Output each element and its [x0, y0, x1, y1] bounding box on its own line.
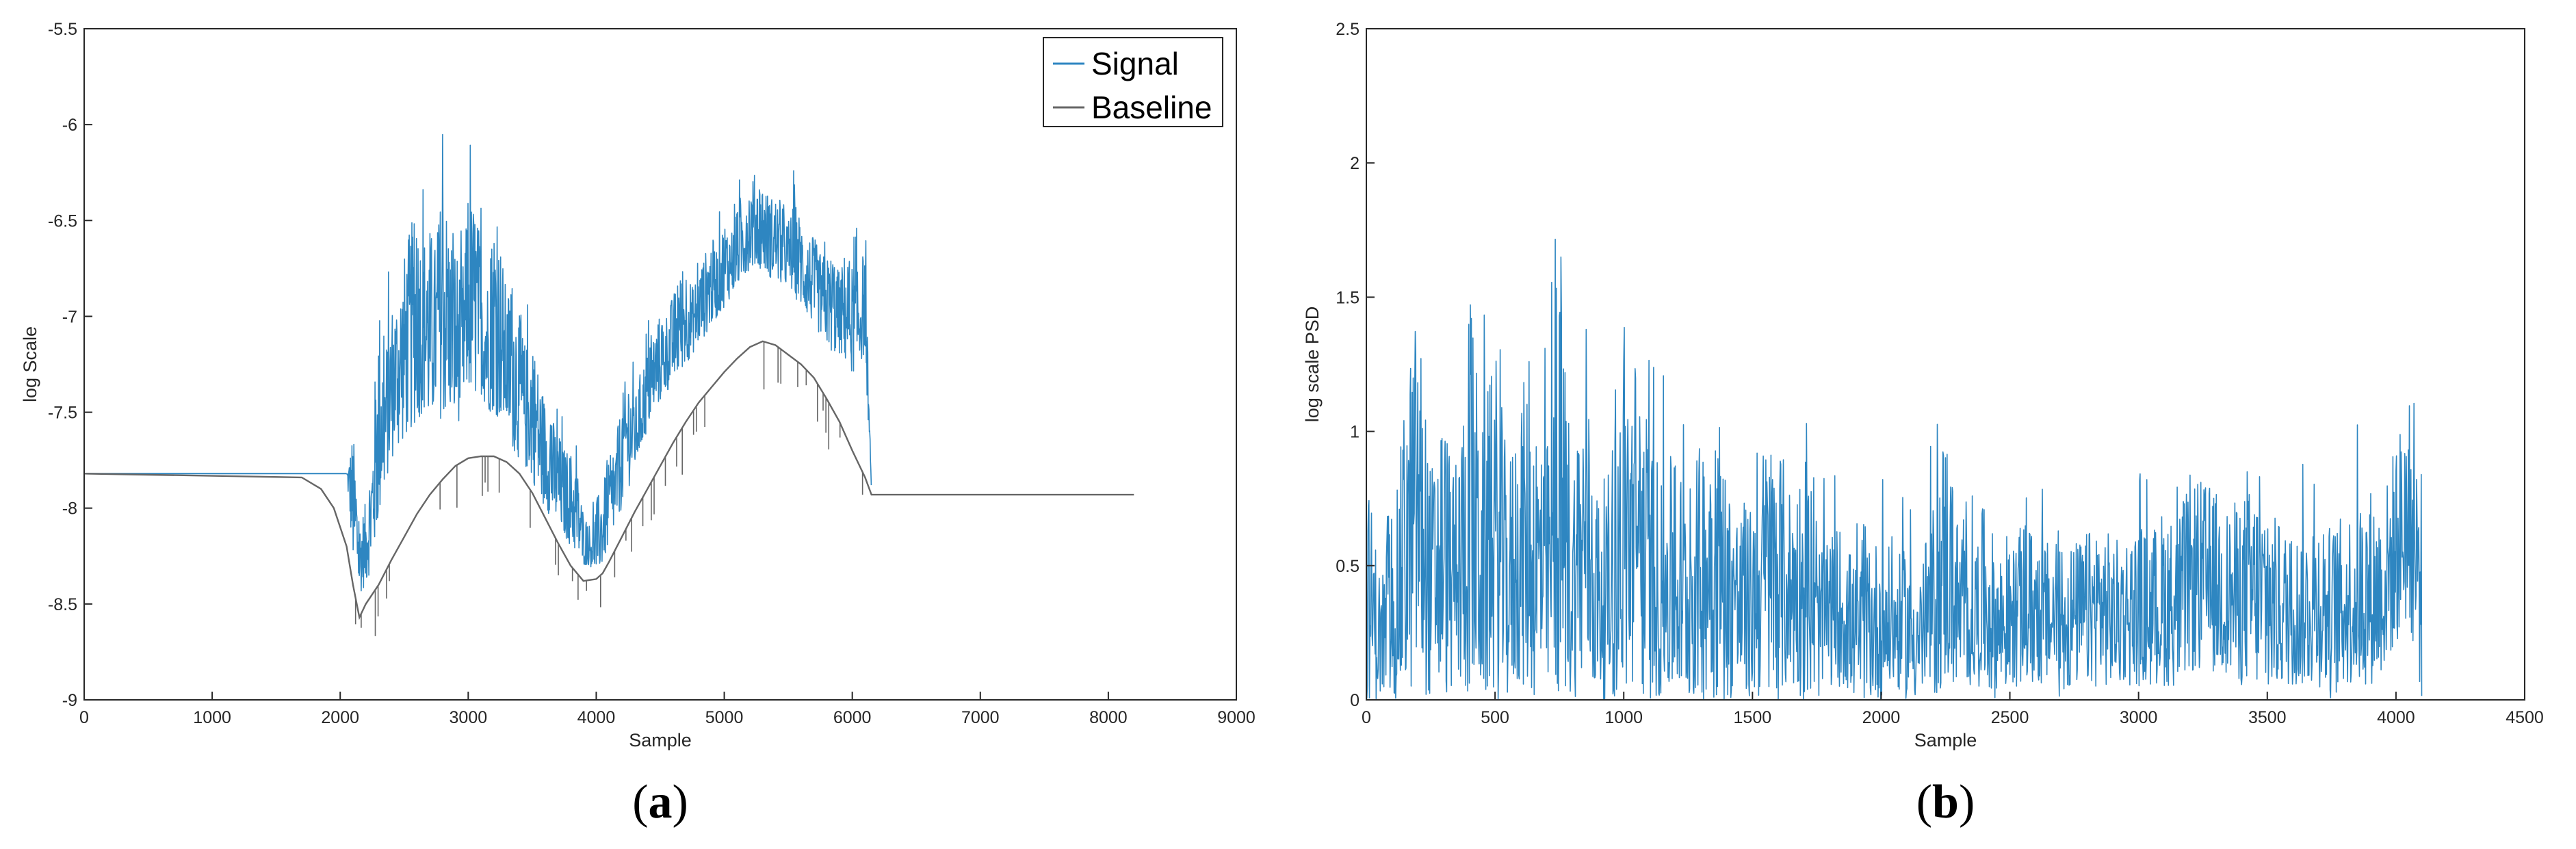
b-x-tick-label: 0 — [1362, 708, 1371, 727]
b-x-ticks: 0 500 1000 1500 2000 2500 3000 3500 4000 4500 — [1362, 692, 2544, 727]
a-y-tick-label: -7.5 — [48, 404, 77, 423]
a-legend: Signal Baseline — [1043, 37, 1223, 127]
a-x-tick-label: 8000 — [1089, 708, 1128, 727]
b-y-tick-label: 1.5 — [1336, 288, 1359, 307]
b-caption-open: ( — [1916, 776, 1932, 828]
a-x-tick-label: 9000 — [1217, 708, 1256, 727]
a-baseline-series — [83, 340, 1134, 636]
b-x-tick-label: 1000 — [1604, 708, 1643, 727]
b-plot-frame — [1366, 28, 2525, 701]
a-y-tick-label: -8.5 — [48, 595, 77, 614]
a-y-tick-label: -9 — [62, 691, 77, 710]
b-x-tick-label: 3500 — [2248, 708, 2287, 727]
b-x-tick-label: 2000 — [1862, 708, 1901, 727]
b-x-tick-label: 500 — [1481, 708, 1509, 727]
b-x-axis-label: Sample — [1914, 730, 1977, 750]
a-x-tick-label: 6000 — [833, 708, 872, 727]
a-plot-frame — [83, 28, 1237, 701]
b-y-tick-label: 0.5 — [1336, 557, 1359, 576]
a-x-tick-label: 1000 — [193, 708, 231, 727]
a-y-tick-label: -5.5 — [48, 20, 77, 39]
b-psd-series — [1366, 238, 2423, 701]
a-legend-label-signal: Signal — [1091, 46, 1179, 81]
a-x-axis-label: Sample — [629, 730, 692, 750]
b-y-ticks: 2.5 2 1.5 1 0.5 0 — [1336, 20, 1375, 710]
a-signal-line — [346, 133, 872, 592]
a-x-tick-label: 0 — [79, 708, 89, 727]
a-x-tick-label: 2000 — [321, 708, 359, 727]
a-y-axis-label: log Scale — [20, 326, 40, 402]
a-caption-close: ) — [673, 776, 688, 828]
b-caption-letter: b — [1932, 776, 1959, 828]
a-x-ticks: 0 1000 2000 3000 4000 5000 6000 7000 8000 9000 — [79, 692, 1256, 727]
b-x-tick-label: 4500 — [2506, 708, 2544, 727]
a-y-tick-label: -7 — [62, 307, 77, 326]
b-x-tick-label: 2500 — [1991, 708, 2029, 727]
a-y-tick-label: -6 — [62, 116, 77, 135]
a-x-tick-label: 5000 — [705, 708, 744, 727]
a-y-tick-label: -8 — [62, 499, 77, 519]
a-caption-open: ( — [632, 776, 648, 828]
b-y-tick-label: 0 — [1350, 691, 1359, 710]
a-baseline-line — [83, 340, 1134, 621]
a-y-tick-label: -6.5 — [48, 211, 77, 231]
a-x-tick-label: 3000 — [450, 708, 488, 727]
b-x-tick-label: 1500 — [1734, 708, 1772, 727]
a-y-ticks: -5.5 -6 -6.5 -7 -7.5 -8 -8.5 -9 — [48, 20, 92, 710]
a-caption: (a) — [632, 776, 688, 828]
b-y-tick-label: 2.5 — [1336, 20, 1359, 39]
panel-a: 0 1000 2000 3000 4000 5000 6000 7000 8000 9000 -5… — [20, 20, 1256, 828]
a-caption-letter: a — [649, 776, 673, 828]
panel-b: 0 500 1000 1500 2000 2500 3000 3500 4000 4500 2.5… — [1302, 20, 2544, 828]
a-legend-box — [1043, 37, 1223, 127]
b-x-tick-label: 4000 — [2377, 708, 2415, 727]
b-caption: (b) — [1916, 776, 1975, 828]
a-x-tick-label: 4000 — [577, 708, 616, 727]
b-y-tick-label: 2 — [1350, 154, 1359, 173]
b-caption-close: ) — [1959, 776, 1975, 828]
b-y-axis-label: log scale PSD — [1302, 306, 1323, 423]
a-legend-label-baseline: Baseline — [1091, 90, 1212, 125]
b-x-tick-label: 3000 — [2120, 708, 2158, 727]
b-y-tick-label: 1 — [1350, 423, 1359, 442]
b-psd-line — [1366, 238, 2423, 701]
a-x-tick-label: 7000 — [961, 708, 1000, 727]
